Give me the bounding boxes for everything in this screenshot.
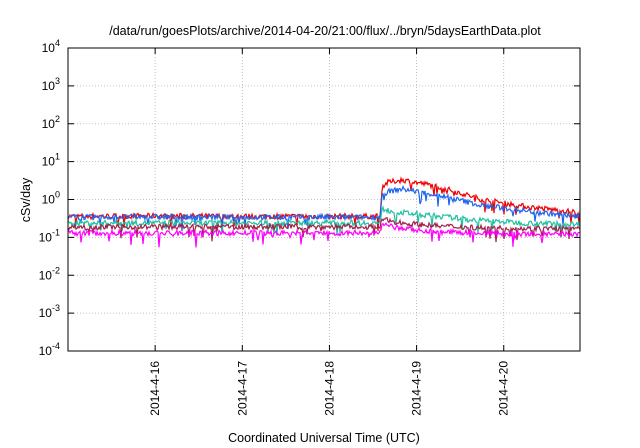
y-tick-label: 10-1	[39, 227, 60, 244]
data-series-line-5	[67, 222, 581, 248]
y-tick-label: 10-4	[39, 341, 60, 358]
axis-ticks: 10-4 10-3 10-2 10-1 100 101 102 103 104 2014-4-16…	[39, 38, 580, 416]
x-tick-label: 2014-4-19	[410, 361, 424, 416]
y-axis-label: cSv/day	[19, 177, 33, 222]
x-tick-label: 2014-4-18	[322, 361, 336, 416]
y-tick-label: 101	[42, 152, 60, 169]
y-tick-label: 10-3	[39, 303, 60, 320]
y-tick-label: 104	[42, 38, 60, 55]
y-tick-label: 100	[42, 190, 60, 207]
y-tick-label: 10-2	[39, 265, 60, 282]
x-tick-label: 2014-4-17	[235, 361, 249, 416]
x-tick-label: 2014-4-20	[497, 361, 511, 416]
data-series-line-3	[67, 205, 581, 236]
chart-title: /data/run/goesPlots/archive/2014-04-20/2…	[109, 24, 541, 38]
data-series-line-2	[67, 184, 581, 233]
data-series	[67, 176, 581, 248]
x-axis-label: Coordinated Universal Time (UTC)	[228, 431, 420, 445]
data-series-line-4	[67, 217, 581, 243]
y-tick-label: 103	[42, 76, 60, 93]
x-tick-label: 2014-4-16	[148, 361, 162, 416]
y-tick-label: 102	[42, 114, 60, 131]
